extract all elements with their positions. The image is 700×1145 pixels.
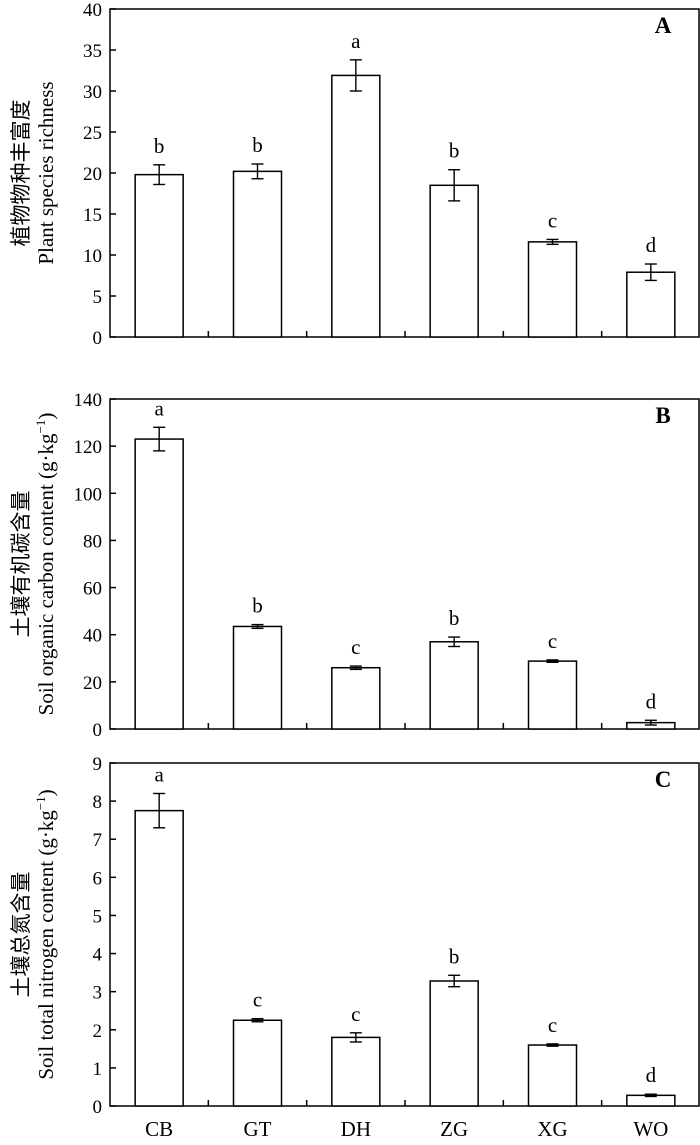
y-tick-label: 40 [83, 0, 102, 21]
y-tick-label: 80 [83, 531, 102, 552]
bar-cb [134, 173, 184, 338]
x-category-label: DH [341, 1117, 371, 1141]
y-tick-label: 30 [83, 82, 102, 103]
y-axis-label-cn: 植物物种丰富度 [9, 100, 33, 247]
significance-letter: d [646, 689, 657, 713]
bar-xg [527, 1044, 578, 1107]
y-tick-label: 25 [83, 123, 102, 144]
plot-frame [109, 398, 700, 730]
y-tick-label: 1 [93, 1059, 103, 1080]
significance-letter: c [548, 208, 557, 232]
x-category-label: GT [244, 1117, 272, 1141]
y-axis-label-en: Soil total nitrogen content (g·kg−1) [33, 789, 58, 1079]
bar-xg [527, 660, 578, 730]
significance-letter: d [646, 1063, 657, 1087]
y-axis-label-en: Plant species richness [34, 81, 58, 264]
y-tick-label: 6 [93, 868, 103, 889]
significance-letter: c [253, 988, 262, 1012]
y-tick-label: 2 [93, 1021, 103, 1042]
x-category-label: WO [633, 1117, 668, 1141]
bar-cb [134, 438, 184, 730]
y-tick-label: 60 [83, 579, 102, 600]
y-tick-label: 15 [83, 205, 102, 226]
significance-letter: a [155, 762, 165, 786]
y-axis-label-en-text: Plant species richness [34, 81, 58, 264]
y-tick-label: 0 [93, 720, 103, 741]
significance-letter: b [449, 606, 460, 630]
y-tick-label: 8 [93, 792, 103, 813]
plot-frame [109, 762, 700, 1107]
y-tick-label: 7 [93, 830, 103, 851]
bar-gt [232, 1019, 283, 1107]
significance-letter: c [351, 1002, 360, 1026]
y-axis-label-cn: 土壤总氮含量 [9, 872, 33, 998]
significance-letter: a [155, 396, 165, 420]
x-category-label: XG [537, 1117, 567, 1141]
panel-letter: B [655, 403, 670, 428]
x-category-label: ZG [440, 1117, 468, 1141]
y-axis-label-en: Soil organic carbon content (g·kg−1) [33, 413, 58, 716]
y-tick-label: 40 [83, 626, 102, 647]
panel-b: 0 20 40 60 80 100 120 140 a b c b c d B 土壤有机碳含量 Soil org… [9, 390, 700, 741]
y-tick-label: 5 [93, 906, 103, 927]
bar-dh [331, 1036, 381, 1107]
y-tick-label: 20 [83, 673, 102, 694]
panel-letter: A [655, 13, 672, 38]
y-tick-label: 35 [83, 41, 102, 62]
significance-letter: b [252, 133, 263, 157]
y-axis-label-unit-superscript: −1 [33, 796, 48, 810]
significance-letter: d [646, 233, 657, 257]
y-axis-label-cn: 土壤有机碳含量 [9, 491, 33, 638]
y-axis-label-en-text: Soil total nitrogen content (g·kg [34, 810, 58, 1080]
significance-letter: a [351, 29, 361, 53]
x-category-label: CB [145, 1117, 173, 1141]
y-tick-label: 0 [93, 328, 103, 349]
significance-letter: c [548, 1013, 557, 1037]
y-tick-label: 9 [93, 754, 103, 775]
y-tick-label: 120 [74, 437, 103, 458]
significance-letter: b [449, 139, 460, 163]
significance-letter: b [449, 944, 460, 968]
panel-letter: C [655, 767, 672, 792]
bar-zg [429, 641, 479, 730]
bar-zg [429, 184, 479, 338]
y-tick-label: 0 [93, 1097, 103, 1118]
y-tick-label: 100 [74, 484, 103, 505]
y-tick-label: 20 [83, 164, 102, 185]
significance-letter: b [252, 594, 263, 618]
y-axis-label-unit-superscript: −1 [33, 420, 48, 434]
bar-gt [232, 170, 283, 338]
bar-zg [429, 980, 479, 1107]
bar-dh [331, 74, 381, 338]
panel-c: 0 1 2 3 4 5 6 7 8 9 a CB c GT c DH b ZG c XG d WO C 土壤总氮含量 Soil … [9, 754, 700, 1141]
bar-gt [232, 625, 283, 730]
bar-wo [626, 271, 676, 338]
y-tick-label: 10 [83, 246, 102, 267]
y-tick-label: 4 [93, 945, 103, 966]
y-tick-label: 3 [93, 983, 103, 1004]
bar-xg [527, 241, 578, 338]
y-axis-label-en-text: Soil organic carbon content (g·kg [34, 433, 58, 715]
significance-letter: b [154, 134, 165, 158]
y-axis-label-close-paren: ) [34, 413, 58, 420]
y-tick-label: 5 [93, 287, 103, 308]
significance-letter: c [351, 635, 360, 659]
plot-frame [109, 8, 700, 338]
significance-letter: c [548, 629, 557, 653]
bar-cb [134, 809, 184, 1107]
y-axis-label-close-paren: ) [34, 789, 58, 796]
bar-dh [331, 666, 381, 730]
y-tick-label: 140 [74, 390, 103, 411]
panel-a: 0 5 10 15 20 25 30 35 40 b b a b c d A 植物物种丰富度 Plant spec… [9, 0, 700, 349]
